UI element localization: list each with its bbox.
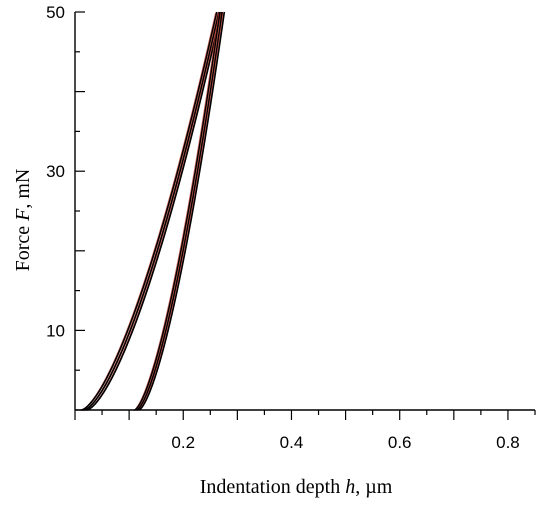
x-tick-label: 0.4: [280, 433, 304, 452]
load-curve-3: [86, 11, 222, 411]
load-curve-6: [138, 11, 226, 411]
x-tick-label: 0.6: [388, 433, 412, 452]
axis-ticks: [74, 11, 536, 420]
y-axis-title: Force F, mN: [12, 169, 34, 272]
x-tick-label: 0.8: [496, 433, 520, 452]
x-tick-label: 0.2: [171, 433, 195, 452]
load-curve-2: [83, 11, 220, 411]
y-tick-label: 50: [46, 3, 65, 22]
y-tick-label: 10: [46, 321, 65, 340]
x-axis-title: Indentation depth h, µm: [200, 476, 393, 498]
tick-labels: 0.2 0.4 0.6 0.8 10 30 50: [46, 3, 520, 452]
load-curve-1: [81, 11, 218, 411]
load-curve-5: [136, 11, 223, 411]
load-curve-4: [134, 11, 221, 411]
curve-shadow-2: [82, 12, 219, 412]
curve-shadow-1: [80, 12, 217, 412]
curve-shadow-4: [133, 12, 220, 411]
load-curves: [80, 11, 226, 412]
curve-shadow-5: [135, 12, 222, 411]
curve-shadow-3: [85, 12, 221, 412]
curve-shadow-6: [137, 12, 224, 411]
y-tick-label: 30: [46, 162, 65, 181]
